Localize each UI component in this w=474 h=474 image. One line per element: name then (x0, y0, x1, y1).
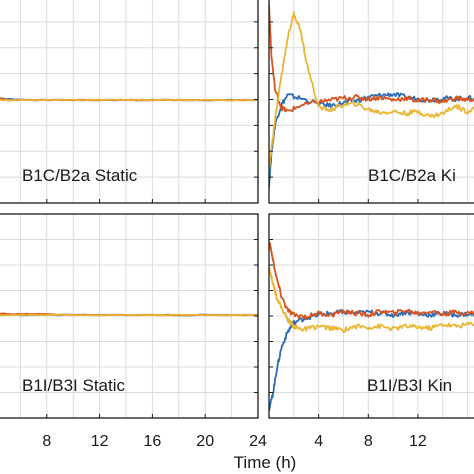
x-tick-label: 8 (42, 433, 51, 450)
panel-label: B1C/B2a Ki (368, 166, 456, 185)
x-tick-label: 12 (409, 433, 427, 450)
panel-label: B1I/B3I Static (22, 376, 125, 395)
series-line (0, 313, 258, 317)
panel-b1c-b2a-static: B1C/B2a Static (0, 0, 259, 204)
panel-label: B1C/B2a Static (22, 166, 138, 185)
x-tick-label: 16 (144, 433, 162, 450)
panel-b1i-b3i-kinematic: 4 8 12 B1I/B3I Kin (268, 213, 474, 450)
x-tick-label: 8 (364, 433, 373, 450)
series-line (269, 241, 474, 320)
x-tick-label: 20 (196, 433, 214, 450)
series-line (269, 11, 474, 172)
x-axis-label: Time (h) (234, 453, 297, 472)
x-tick-label: 12 (91, 433, 109, 450)
series-line (269, 4, 474, 113)
x-tick-label: 4 (314, 433, 323, 450)
panel-b1i-b3i-static: 8 12 16 20 24 B1I/B3I Static (0, 213, 267, 450)
series-line (269, 267, 474, 333)
series-line (0, 98, 258, 102)
series-line (269, 309, 474, 412)
series-line (269, 92, 474, 189)
panel-b1c-b2a-kinematic: B1C/B2a Ki (268, 0, 474, 204)
panel-label: B1I/B3I Kin (367, 376, 452, 395)
grid (269, 0, 474, 203)
x-tick-label: 24 (249, 433, 267, 450)
